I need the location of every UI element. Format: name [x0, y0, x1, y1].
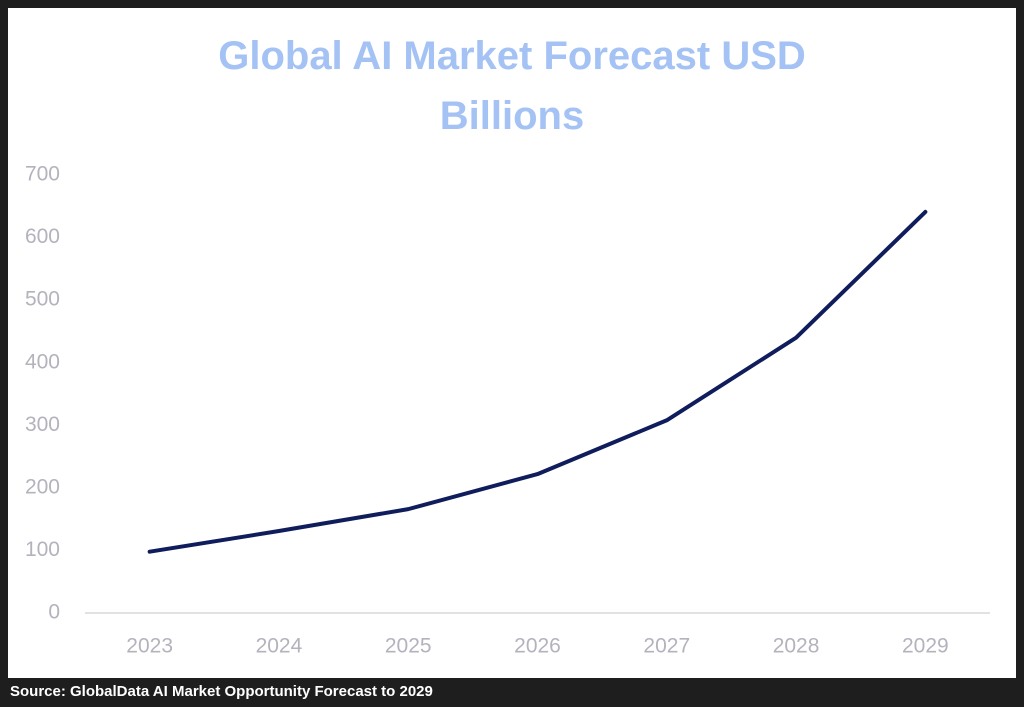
x-tick-label: 2023 [126, 635, 173, 658]
x-tick-label: 2029 [902, 635, 949, 658]
x-tick-label: 2027 [643, 635, 690, 658]
x-tick-label: 2024 [256, 635, 303, 658]
x-tick-label: 2025 [385, 635, 432, 658]
y-tick-label: 500 [25, 288, 60, 311]
y-tick-label: 0 [48, 601, 60, 624]
y-tick-label: 100 [25, 538, 60, 561]
x-tick-label: 2028 [773, 635, 820, 658]
source-note: Source: GlobalData AI Market Opportunity… [10, 683, 433, 700]
y-tick-label: 600 [25, 225, 60, 248]
chart-title: Global AI Market Forecast USD Billions [218, 34, 806, 138]
y-tick-label: 700 [25, 163, 60, 186]
y-tick-label: 300 [25, 413, 60, 436]
y-tick-label: 200 [25, 475, 60, 498]
chart-panel [8, 8, 1016, 678]
data-line [147, 209, 928, 554]
x-tick-label: 2026 [514, 635, 561, 658]
y-tick-label: 400 [25, 350, 60, 373]
